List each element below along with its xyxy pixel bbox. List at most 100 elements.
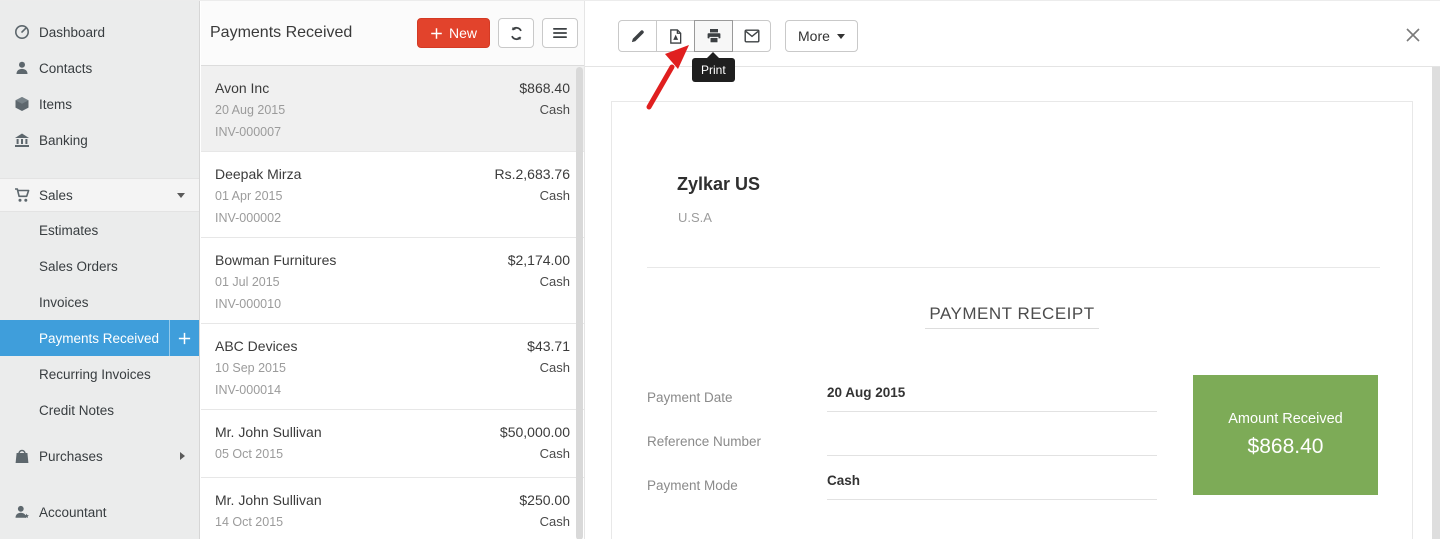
payment-mode: Cash xyxy=(539,102,570,117)
pencil-icon xyxy=(631,29,644,42)
company-country: U.S.A xyxy=(678,210,712,225)
payer-name: Deepak Mirza xyxy=(215,166,302,182)
refresh-button[interactable] xyxy=(498,18,534,48)
sidebar-item-label: Estimates xyxy=(39,222,99,238)
payment-mode: Cash xyxy=(539,360,570,375)
sidebar-item-label: Sales xyxy=(39,187,73,203)
payment-list-item[interactable]: ABC Devices $43.71 10 Sep 2015 Cash INV-00… xyxy=(201,324,584,410)
sidebar-item-label: Credit Notes xyxy=(39,402,115,418)
sidebar-item-label: Payments Received xyxy=(39,330,160,346)
add-payment-button[interactable] xyxy=(169,320,199,356)
new-payment-button[interactable]: New xyxy=(416,18,490,48)
sidebar-item-recurring-invoices[interactable]: Recurring Invoices xyxy=(0,356,199,392)
field-value: Cash xyxy=(827,473,1157,500)
payment-amount: $50,000.00 xyxy=(499,424,570,440)
sidebar-item-invoices[interactable]: Invoices xyxy=(0,284,199,320)
chevron-right-icon xyxy=(180,452,185,460)
payment-list-item[interactable]: Avon Inc $868.40 20 Aug 2015 Cash INV-0000… xyxy=(201,66,584,152)
chevron-down-icon xyxy=(836,33,845,39)
receipt-title: PAYMENT RECEIPT xyxy=(925,304,1099,329)
payment-mode: Cash xyxy=(539,514,570,529)
list-header: Payments Received New xyxy=(201,1,584,66)
field-row: Reference Number xyxy=(647,412,1157,456)
payment-amount: Rs.2,683.76 xyxy=(494,166,571,182)
sidebar-item-accountant[interactable]: Accountant xyxy=(0,494,199,530)
sidebar: Dashboard Contacts Items Banking Sales xyxy=(0,1,200,539)
receipt-fields: Payment Date 20 Aug 2015 Reference Numbe… xyxy=(647,368,1157,500)
payment-date: 01 Jul 2015 xyxy=(215,275,280,289)
receipt-title-wrap: PAYMENT RECEIPT xyxy=(612,304,1412,329)
sidebar-item-estimates[interactable]: Estimates xyxy=(0,212,199,248)
email-button[interactable] xyxy=(732,20,771,52)
payment-list-item[interactable]: Bowman Furnitures $2,174.00 01 Jul 2015 Ca… xyxy=(201,238,584,324)
payer-name: Mr. John Sullivan xyxy=(215,424,322,440)
sidebar-item-label: Items xyxy=(39,96,73,112)
purchases-icon xyxy=(14,448,30,464)
sales-icon xyxy=(14,187,30,203)
pdf-button[interactable] xyxy=(656,20,695,52)
print-button[interactable] xyxy=(694,20,733,52)
sidebar-item-items[interactable]: Items xyxy=(0,86,199,122)
contacts-icon xyxy=(14,60,30,76)
invoice-number: INV-000007 xyxy=(215,125,282,139)
field-label: Payment Mode xyxy=(647,478,738,493)
sidebar-item-label: Recurring Invoices xyxy=(39,366,151,382)
items-icon xyxy=(14,96,30,112)
payment-date: 20 Aug 2015 xyxy=(215,103,286,117)
more-button[interactable]: More xyxy=(785,20,858,52)
sidebar-item-label: Invoices xyxy=(39,294,89,310)
amount-received-box: Amount Received $868.40 xyxy=(1193,375,1378,495)
payment-amount: $43.71 xyxy=(527,338,570,354)
sidebar-item-banking[interactable]: Banking xyxy=(0,122,199,158)
detail-scrollbar[interactable] xyxy=(1432,67,1440,539)
payment-date: 05 Oct 2015 xyxy=(215,447,284,461)
tooltip-label: Print xyxy=(701,63,726,77)
sidebar-item-label: Accountant xyxy=(39,504,107,520)
payment-mode: Cash xyxy=(539,188,570,203)
field-row: Payment Date 20 Aug 2015 xyxy=(647,368,1157,412)
payment-mode: Cash xyxy=(539,274,570,289)
payment-date: 10 Sep 2015 xyxy=(215,361,286,375)
more-button-label: More xyxy=(798,28,830,44)
edit-button[interactable] xyxy=(618,20,657,52)
banking-icon xyxy=(14,132,30,148)
amount-received-label: Amount Received xyxy=(1228,411,1343,427)
sidebar-item-dashboard[interactable]: Dashboard xyxy=(0,14,199,50)
payment-list-item[interactable]: Mr. John Sullivan $50,000.00 05 Oct 2015 C… xyxy=(201,410,584,478)
invoice-number: INV-000014 xyxy=(215,383,282,397)
payment-list-item[interactable]: Deepak Mirza Rs.2,683.76 01 Apr 2015 Cash … xyxy=(201,152,584,238)
payer-name: Bowman Furnitures xyxy=(215,252,337,268)
sidebar-item-contacts[interactable]: Contacts xyxy=(0,50,199,86)
payment-amount: $2,174.00 xyxy=(507,252,570,268)
sidebar-item-label: Sales Orders xyxy=(39,258,118,274)
list-scrollbar[interactable] xyxy=(576,67,583,539)
payer-name: ABC Devices xyxy=(215,338,298,354)
list-menu-button[interactable] xyxy=(542,18,578,48)
invoice-number: INV-000010 xyxy=(215,297,282,311)
sidebar-item-sales-orders[interactable]: Sales Orders xyxy=(0,248,199,284)
payment-mode: Cash xyxy=(539,446,570,461)
sidebar-item-label: Purchases xyxy=(39,448,103,464)
payment-list-item[interactable]: Mr. John Sullivan $250.00 14 Oct 2015 Cash xyxy=(201,478,584,539)
sidebar-item-label: Contacts xyxy=(39,60,93,76)
field-value xyxy=(827,429,1157,456)
sidebar-item-label: Dashboard xyxy=(39,24,106,40)
accountant-icon xyxy=(14,504,30,520)
divider xyxy=(647,267,1380,268)
chevron-down-icon xyxy=(177,192,185,198)
payments-list-panel: Payments Received New Avon Inc $868.40 20… xyxy=(201,1,584,539)
payer-name: Mr. John Sullivan xyxy=(215,492,322,508)
sidebar-item-sales[interactable]: Sales xyxy=(0,178,199,212)
sidebar-item-label: Banking xyxy=(39,132,88,148)
sidebar-item-payments-received[interactable]: Payments Received xyxy=(0,320,199,356)
new-button-label: New xyxy=(448,25,477,41)
sidebar-item-purchases[interactable]: Purchases xyxy=(0,438,199,474)
amount-received-value: $868.40 xyxy=(1247,435,1324,458)
payment-amount: $250.00 xyxy=(519,492,570,508)
close-icon[interactable] xyxy=(1404,26,1422,44)
field-row: Payment Mode Cash xyxy=(647,456,1157,500)
sidebar-item-credit-notes[interactable]: Credit Notes xyxy=(0,392,199,428)
payments-list: Avon Inc $868.40 20 Aug 2015 Cash INV-0000… xyxy=(201,66,584,539)
field-value: 20 Aug 2015 xyxy=(827,385,1157,412)
